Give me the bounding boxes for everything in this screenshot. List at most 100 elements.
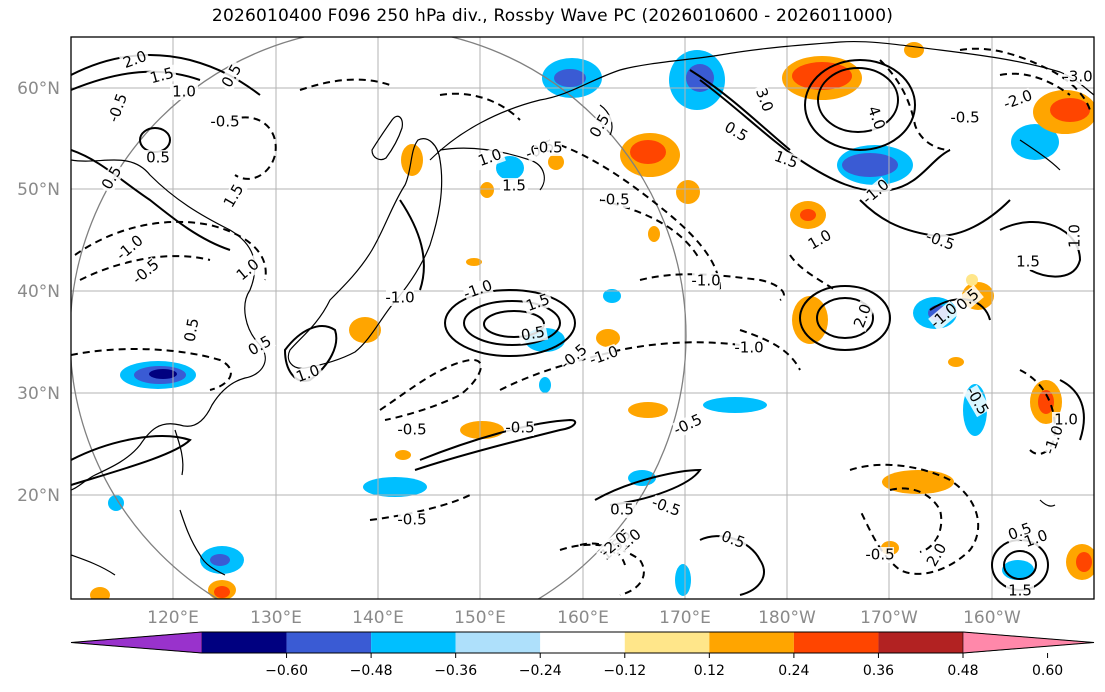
- contour-label-backdrop: [98, 161, 126, 195]
- contour-label: 1.0: [1066, 224, 1084, 248]
- shade-warm-18: [548, 154, 564, 170]
- contour-label-backdrop: [608, 502, 636, 518]
- shade-blue-16: [675, 564, 691, 596]
- contour-label-backdrop: [1004, 519, 1036, 545]
- shade-warm-2: [1033, 90, 1094, 134]
- colorbar-tick-label: −0.36: [434, 663, 477, 679]
- shade-warm-16: [904, 42, 924, 58]
- lon-label-170e: 170°E: [659, 608, 711, 628]
- lat-label-40n: 40°N: [17, 282, 60, 302]
- colorbar-segment: [371, 632, 456, 653]
- colorbar-tick-label: −0.48: [350, 663, 393, 679]
- contour-label: 0.5: [181, 317, 203, 344]
- colorbar-tick-label: −0.60: [265, 663, 308, 679]
- contour-label-backdrop: [1014, 254, 1042, 270]
- colorbar-outline: [70, 631, 1095, 654]
- shade-warm-6: [349, 317, 381, 343]
- contour-label-backdrop: [517, 323, 549, 345]
- contour-label-backdrop: [211, 114, 239, 130]
- contour-label-backdrop: [1064, 69, 1092, 85]
- colorbar-segment: [878, 632, 963, 653]
- contour-label-backdrop: [751, 84, 777, 116]
- colorbar-segment: [202, 632, 287, 653]
- colorbar-tick-label: 0.60: [1032, 663, 1063, 679]
- contour-label: -0.5: [210, 113, 239, 131]
- lon-label-170w: 170°W: [860, 608, 918, 628]
- contour-label-backdrop: [586, 109, 614, 143]
- contour-label: -1.0: [691, 272, 720, 290]
- colorbar-ticks: −0.60 −0.48 −0.36 −0.24 −0.12 0.12 0.24 0.36 0.4…: [265, 653, 1063, 679]
- contour-label-backdrop: [218, 59, 246, 93]
- contour-label-backdrop: [717, 527, 749, 553]
- map-frame: [70, 36, 1095, 600]
- contour-label-backdrop: [398, 512, 426, 528]
- lon-label-130e: 130°E: [250, 608, 302, 628]
- contour-label: 1.0: [172, 83, 196, 101]
- shade-warm-7: [596, 329, 620, 347]
- contour-label-backdrop: [500, 178, 528, 194]
- contour-label: -0.5: [865, 546, 894, 564]
- contour-label-backdrop: [558, 341, 590, 373]
- shade-blue-6: [496, 156, 524, 180]
- colorbar-segment: [709, 632, 794, 653]
- contour-label: -0.5: [397, 511, 426, 529]
- contour-label: -0.5: [950, 109, 979, 127]
- longitude-labels: 120°E 130°E 140°E 150°E 160°E 170°E 180°…: [147, 608, 1021, 628]
- contour-label: 0.5: [520, 323, 547, 345]
- contour-label: 1.0: [1054, 411, 1078, 429]
- contour-label-backdrop: [692, 273, 720, 289]
- contour-label-backdrop: [598, 529, 630, 561]
- shade-blue-1: [542, 58, 602, 98]
- shade-warm-5: [401, 144, 423, 176]
- contour-label-backdrop: [105, 92, 131, 124]
- contour-label-backdrop: [770, 147, 802, 173]
- contour-label: 1.5: [502, 177, 526, 195]
- colorbar-segments: [70, 631, 1095, 654]
- shade-warm-8: [792, 296, 828, 344]
- colorbar-tick-label: 0.12: [694, 663, 725, 679]
- colorbar-segment: [624, 632, 710, 653]
- shade-warm-22: [90, 587, 110, 599]
- shade-warm-12: [460, 421, 504, 439]
- contour-label-backdrop: [386, 290, 414, 306]
- contour-label: 0.5: [610, 501, 634, 519]
- contour-label-backdrop: [232, 254, 264, 286]
- shade-warm-24: [948, 357, 964, 367]
- colorbar-tick-label: −0.12: [603, 663, 646, 679]
- contour-label-backdrop: [398, 422, 426, 438]
- contour-label-backdrop: [292, 361, 324, 387]
- contour-label-backdrop: [181, 314, 203, 346]
- lon-label-160e: 160°E: [557, 608, 609, 628]
- contour-label-backdrop: [923, 538, 951, 572]
- shade-warm-25: [466, 258, 482, 266]
- contour-labels: 2.01.5 0.51.0-0.5 -0.50.50.51.5-1.0-0.5 1.0…: [98, 47, 1093, 599]
- contour-label-backdrop: [928, 300, 960, 332]
- colorbar-segment: [455, 632, 541, 653]
- contour-label-backdrop: [1067, 222, 1083, 250]
- contour-label-backdrop: [860, 176, 892, 208]
- contour-label-backdrop: [963, 384, 991, 418]
- contour-lines: [71, 47, 1091, 596]
- colorbar-tick-label: 0.36: [863, 663, 894, 679]
- contour-label-backdrop: [1041, 424, 1067, 456]
- colorbar-segment: [286, 632, 372, 653]
- shade-blue-2: [669, 50, 725, 110]
- shade-warm-20: [395, 450, 411, 460]
- contour-label: -1.0: [385, 289, 414, 307]
- colorbar: −0.60 −0.48 −0.36 −0.24 −0.12 0.12 0.24 0.36 0.4…: [70, 631, 1095, 679]
- lon-label-180w: 180°W: [758, 608, 816, 628]
- shade-warm-19: [648, 226, 660, 242]
- contour-label: -1.0: [734, 339, 763, 357]
- lat-label-20n: 20°N: [17, 486, 60, 506]
- shade-warm-13: [882, 470, 954, 494]
- lon-label-120e: 120°E: [147, 608, 199, 628]
- contour-label-backdrop: [1052, 412, 1080, 428]
- contour-label-backdrop: [170, 84, 198, 100]
- colorbar-tick-label: 0.24: [778, 663, 809, 679]
- reference-circle: [71, 37, 687, 599]
- contour-label-backdrop: [719, 118, 753, 146]
- lon-label-140e: 140°E: [352, 608, 404, 628]
- shade-blue-4: [1011, 124, 1059, 160]
- colorbar-tick-label: −0.24: [519, 663, 562, 679]
